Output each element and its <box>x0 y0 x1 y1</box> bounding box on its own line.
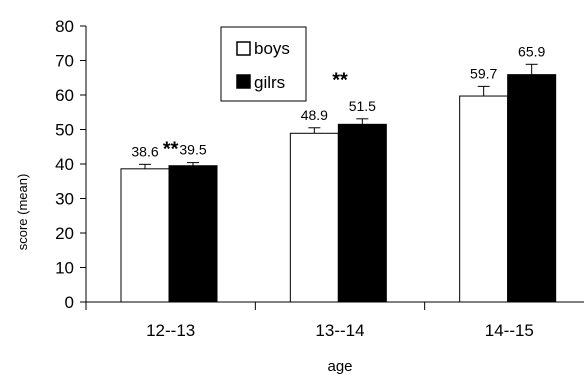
data-label: 59.7 <box>470 65 497 81</box>
y-axis: 0 10 20 30 40 50 60 70 80 <box>55 17 87 312</box>
y-axis-title: score (mean) <box>15 174 30 251</box>
significance-marker: ** <box>332 69 348 91</box>
legend-label-gilrs: gilrs <box>254 73 285 92</box>
significance-marker: ** <box>163 138 179 160</box>
y-tick-label: 50 <box>55 121 74 140</box>
y-tick-label: 60 <box>55 86 74 105</box>
y-tick-label: 10 <box>55 259 74 278</box>
bars <box>120 63 557 303</box>
data-label: 51.5 <box>349 98 376 114</box>
bar-boys-3 <box>459 95 509 303</box>
bar-gilrs-1 <box>168 165 218 303</box>
y-tick-label: 80 <box>55 17 74 36</box>
x-axis: 12--13 13--14 14--15 <box>85 301 584 340</box>
x-category-label: 14--15 <box>485 321 534 340</box>
y-tick-label: 20 <box>55 224 74 243</box>
legend-frame <box>220 26 307 102</box>
data-label: 38.6 <box>131 143 158 159</box>
legend-label-boys: boys <box>254 39 290 58</box>
bar-boys-2 <box>289 132 339 303</box>
x-category-label: 13--14 <box>315 321 364 340</box>
y-tick-label: 40 <box>55 155 74 174</box>
legend-swatch-gilrs <box>236 74 251 89</box>
data-labels: 38.6 48.9 59.7 39.5 51.5 65.9 <box>131 43 545 159</box>
y-tick-label: 0 <box>65 293 74 312</box>
x-category-label: 12--13 <box>146 321 195 340</box>
y-tick-label: 30 <box>55 190 74 209</box>
legend-swatch-boys <box>236 41 251 56</box>
x-axis-title: age <box>327 358 352 375</box>
data-label: 48.9 <box>301 107 328 123</box>
legend: boys gilrs <box>220 26 307 102</box>
y-tick-label: 70 <box>55 52 74 71</box>
bar-gilrs-2 <box>337 123 387 303</box>
annotations: ** ** <box>163 69 348 160</box>
data-label: 65.9 <box>518 43 545 59</box>
data-label: 39.5 <box>179 142 206 158</box>
bar-gilrs-3 <box>507 74 557 303</box>
bar-boys-1 <box>120 168 170 303</box>
